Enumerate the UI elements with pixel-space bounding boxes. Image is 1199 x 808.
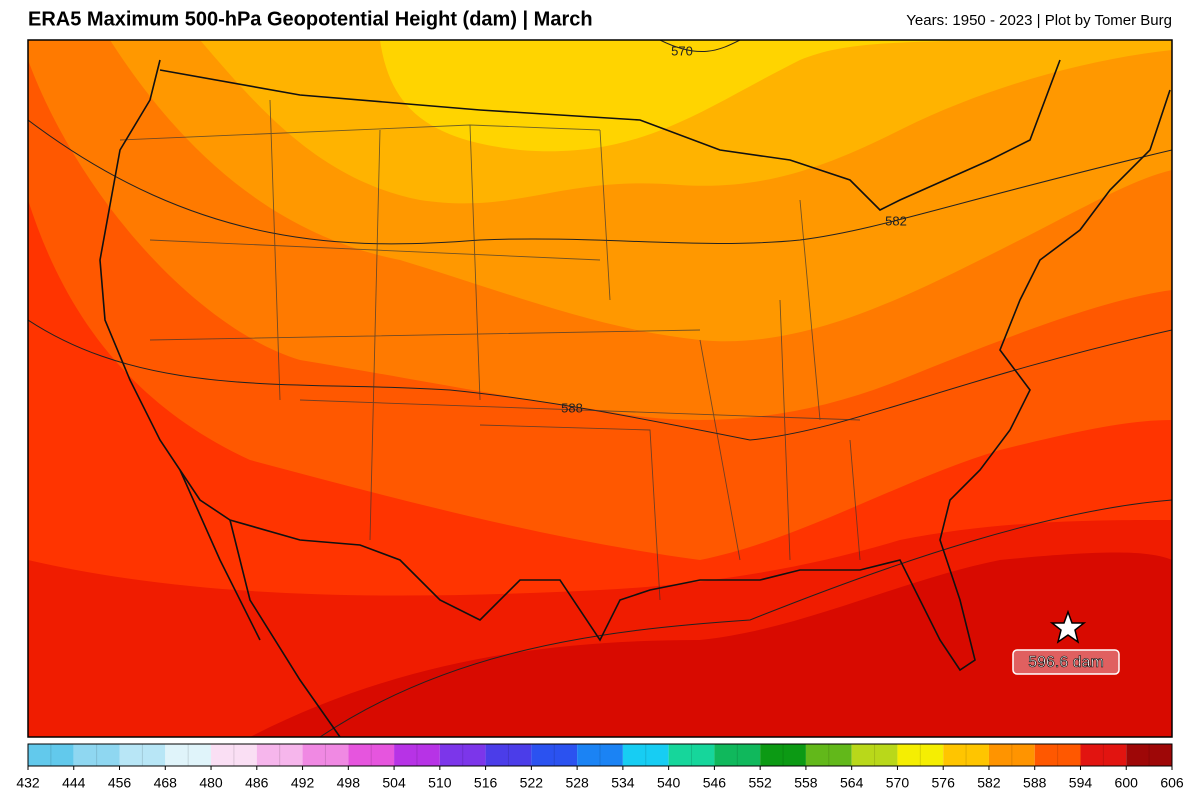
colorbar-tick-label: 582 bbox=[977, 775, 1001, 791]
colorbar-tick-label: 444 bbox=[62, 775, 86, 791]
colorbar-cell bbox=[439, 744, 486, 766]
credit: Years: 1950 - 2023 | Plot by Tomer Burg bbox=[906, 12, 1172, 29]
colorbar-cell bbox=[348, 744, 395, 766]
colorbar-cell bbox=[394, 744, 440, 766]
colorbar-cell bbox=[485, 744, 532, 766]
colorbar-cell bbox=[622, 744, 669, 766]
colorbar-cell bbox=[165, 744, 212, 766]
colorbar-cell bbox=[1126, 744, 1172, 766]
colorbar-cell bbox=[851, 744, 898, 766]
colorbar-tick-label: 432 bbox=[16, 775, 40, 791]
colorbar-cell bbox=[897, 744, 944, 766]
contour-label: 570 bbox=[671, 43, 693, 58]
max-star bbox=[1049, 609, 1087, 644]
map bbox=[28, 40, 1172, 737]
colorbar-tick-label: 570 bbox=[886, 775, 910, 791]
colorbar-cell bbox=[988, 744, 1035, 766]
colorbar-cell bbox=[211, 744, 257, 766]
colorbar-cell bbox=[302, 744, 349, 766]
colorbar-cell bbox=[805, 744, 852, 766]
colorbar-tick-label: 534 bbox=[611, 775, 635, 791]
colorbar-tick-label: 576 bbox=[932, 775, 956, 791]
colorbar-cell bbox=[531, 744, 578, 766]
colorbar-tick-label: 468 bbox=[154, 775, 178, 791]
colorbar-tick-label: 480 bbox=[199, 775, 223, 791]
colorbar-cell bbox=[28, 744, 74, 766]
colorbar-tick-label: 540 bbox=[657, 775, 681, 791]
colorbar-cell bbox=[73, 744, 120, 766]
colorbar-tick-label: 594 bbox=[1069, 775, 1093, 791]
colorbar-tick-label: 546 bbox=[703, 775, 727, 791]
colorbar-tick-label: 522 bbox=[520, 775, 544, 791]
colorbar-frame bbox=[27, 743, 1173, 767]
colorbar-cell bbox=[256, 744, 303, 766]
colorbar-tick-label: 516 bbox=[474, 775, 498, 791]
colorbar-tick-label: 588 bbox=[1023, 775, 1047, 791]
colorbar-tick-label: 456 bbox=[108, 775, 132, 791]
colorbar-cell bbox=[1034, 744, 1081, 766]
colorbar-tick-label: 498 bbox=[337, 775, 361, 791]
colorbar-tick-label: 558 bbox=[794, 775, 818, 791]
max-label-box bbox=[1012, 649, 1120, 675]
colorbar-tick-label: 564 bbox=[840, 775, 864, 791]
colorbar-tick-label: 600 bbox=[1115, 775, 1139, 791]
colorbar-tick-label: 504 bbox=[382, 775, 406, 791]
colorbar-tick-label: 528 bbox=[565, 775, 589, 791]
colorbar-cell bbox=[668, 744, 715, 766]
title: ERA5 Maximum 500-hPa Geopotential Height… bbox=[28, 8, 593, 30]
colorbar-cell bbox=[577, 744, 623, 766]
colorbar-cell bbox=[760, 744, 806, 766]
colorbar-tick-label: 606 bbox=[1160, 775, 1184, 791]
max-label: 596.6 dam bbox=[1028, 654, 1104, 671]
colorbar-tick-label: 510 bbox=[428, 775, 452, 791]
colorbar-tick-label: 486 bbox=[245, 775, 269, 791]
colorbar-cell bbox=[714, 744, 761, 766]
colorbar-tick-label: 552 bbox=[748, 775, 772, 791]
map-frame bbox=[27, 39, 1173, 738]
colorbar-tick-label: 492 bbox=[291, 775, 315, 791]
colorbar-cell bbox=[1080, 744, 1127, 766]
colorbar-cell bbox=[943, 744, 989, 766]
contour-label: 582 bbox=[885, 213, 907, 228]
colorbar-cell bbox=[119, 744, 166, 766]
contour-label: 588 bbox=[561, 400, 583, 415]
